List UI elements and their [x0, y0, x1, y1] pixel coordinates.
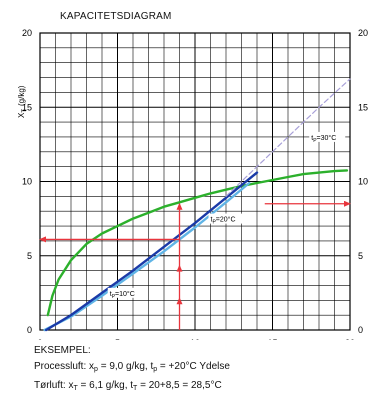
x-tick-label: 10 — [190, 338, 200, 340]
example-line-2: Tørluft: xT = 6,1 g/kg, tT = 20+8,5 = 28… — [34, 378, 230, 397]
plot-frame — [39, 32, 351, 331]
chart-ticks: 0 5 10 15 20 0 5 10 15 20 20 15 10 5 0 — [22, 28, 368, 340]
annotation-2: tP=10°C — [110, 290, 135, 300]
x-tick-label: 15 — [267, 338, 277, 340]
example-line-2-a: Tørluft: x — [34, 380, 74, 391]
right-tick-label: 20 — [358, 28, 368, 38]
chart-labels: XP(g/kg)XT(g/kg)tP=30°CtP=20°CtP=10°C — [17, 85, 346, 300]
annotation-1: tP=20°C — [211, 216, 236, 226]
example-heading: EKSEMPEL: — [34, 345, 91, 356]
x-tick-label: 0 — [37, 338, 42, 340]
chart-arrows — [39, 200, 351, 330]
arrow-mid-head-0 — [176, 297, 183, 305]
capacity-chart: 051015200510152020151050 XP(g/kg)XT(g/kg… — [17, 28, 368, 340]
y-tick-label: 5 — [27, 251, 32, 261]
annotation-bg-0 — [309, 131, 346, 142]
right-tick-label: 10 — [358, 177, 368, 187]
series-line-3 — [225, 78, 351, 197]
y-tick-label: 10 — [22, 177, 32, 187]
y-tick-label: 20 — [22, 28, 32, 38]
example-line-2-sub1: T — [73, 385, 78, 392]
example-line-1-sub2: p — [153, 366, 158, 373]
series-line-2 — [45, 171, 259, 332]
annotation-bg-1 — [208, 213, 245, 224]
chart-series — [43, 78, 351, 332]
annotation-bg-2 — [107, 287, 144, 298]
example-line-1-c: = +20°C Ydelse — [157, 361, 230, 372]
y-tick-label: 0 — [27, 325, 32, 335]
annotation-0: tP=30°C — [311, 134, 336, 144]
arrow-mid-head-1 — [176, 264, 183, 272]
chart-grid — [39, 32, 351, 331]
x-tick-label: 20 — [345, 338, 355, 340]
example-line-1: Processluft: xp = 9,0 g/kg, tp = +20°C Y… — [34, 359, 230, 378]
right-tick-label: 0 — [358, 325, 363, 335]
chart-title: KAPACITETSDIAGRAM — [60, 11, 172, 22]
right-tick-label: 15 — [358, 102, 368, 112]
y-axis-label: XT(g/kg) — [17, 85, 28, 118]
example-line-1-b: = 9,0 g/kg, t — [97, 361, 154, 372]
example-line-1-a: Processluft: x — [34, 361, 95, 372]
y-tick-label: 15 — [22, 102, 32, 112]
x-tick-label: 5 — [115, 338, 120, 340]
example-line-2-b: = 6,1 g/kg, t — [77, 380, 134, 391]
example-block: EKSEMPEL: Processluft: xp = 9,0 g/kg, tp… — [34, 343, 230, 397]
right-tick-label: 5 — [358, 251, 363, 261]
example-line-1-sub1: p — [94, 366, 98, 373]
series-line-0 — [46, 169, 349, 317]
example-line-2-sub2: T — [133, 385, 138, 392]
example-line-2-c: = 20+8,5 = 28,5°C — [137, 380, 222, 391]
series-line-1 — [43, 181, 251, 332]
